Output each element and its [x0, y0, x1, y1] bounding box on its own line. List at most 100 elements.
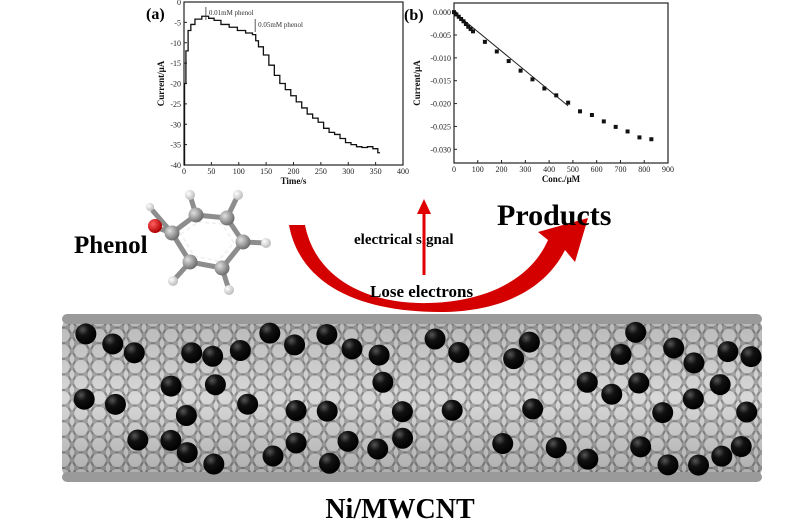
annotation-label: 0.01mM phenol: [209, 9, 254, 17]
ni-particle: [424, 328, 446, 350]
ni-particle: [630, 436, 652, 458]
ni-particle: [441, 399, 463, 421]
ni-particle: [688, 454, 710, 476]
x-tick-label: 900: [662, 165, 674, 174]
data-point: [601, 119, 606, 124]
data-point: [452, 10, 456, 15]
ni-particle: [175, 405, 197, 427]
ni-particle: [102, 333, 124, 355]
y-tick-label: -25: [170, 100, 181, 109]
ni-particle: [730, 436, 752, 458]
ni-particle: [577, 448, 599, 470]
y-tick-label: -30: [170, 120, 181, 129]
ni-mwcnt-nanotube: [62, 314, 762, 482]
ni-particle: [392, 427, 414, 449]
ni-particle: [104, 393, 126, 415]
ni-particle: [518, 331, 540, 353]
x-tick-label: 200: [496, 165, 508, 174]
ni-particle: [259, 322, 281, 344]
catalyst-label: Ni/MWCNT: [325, 494, 475, 525]
ni-particle: [237, 393, 259, 415]
y-axis-label: Current/μA: [412, 60, 422, 106]
ni-particle: [160, 429, 182, 451]
x-tick-label: 300: [342, 167, 354, 176]
x-tick-label: 250: [315, 167, 327, 176]
ni-particle: [203, 453, 225, 475]
ni-particle: [657, 454, 679, 476]
ni-particle: [492, 433, 514, 455]
data-point: [471, 29, 476, 34]
ni-particle: [736, 401, 758, 423]
current-trace: [183, 15, 381, 166]
data-point: [456, 14, 461, 19]
x-tick-label: 100: [233, 167, 245, 176]
ni-particle: [391, 401, 413, 423]
y-tick-label: 0: [177, 0, 181, 7]
data-point: [530, 77, 535, 82]
ni-particle: [202, 345, 224, 367]
data-point: [482, 39, 487, 44]
y-tick-label: -35: [170, 141, 181, 150]
ni-particle: [448, 341, 470, 363]
data-point: [554, 93, 559, 98]
ni-particle: [316, 400, 338, 422]
y-tick-label: 0.000: [433, 8, 451, 17]
x-tick-label: 0: [452, 165, 456, 174]
data-point: [518, 68, 523, 73]
x-tick-label: 100: [472, 165, 484, 174]
x-tick-label: 50: [207, 167, 215, 176]
ni-particle: [262, 445, 284, 467]
data-point: [542, 86, 547, 91]
data-point: [578, 109, 583, 114]
electrical-signal-label: electrical signal: [354, 232, 454, 248]
ni-particle: [75, 323, 97, 345]
data-point: [625, 129, 630, 134]
reaction-arrow: [289, 218, 588, 312]
ni-particle: [717, 341, 739, 363]
ni-particle: [123, 342, 145, 364]
ni-particle: [601, 383, 623, 405]
x-tick-label: 700: [614, 165, 626, 174]
data-point: [506, 59, 511, 64]
ni-particle: [73, 388, 95, 410]
data-point: [589, 113, 594, 117]
ni-particle: [625, 321, 647, 343]
ni-particle: [372, 371, 394, 393]
phenol-molecule: [146, 190, 271, 295]
data-point: [613, 124, 618, 129]
x-tick-label: 0: [182, 167, 186, 176]
data-point: [459, 17, 464, 21]
ni-particle: [176, 442, 198, 464]
data-point: [649, 137, 654, 142]
x-axis-label: Time/s: [281, 176, 307, 186]
panel-label: (b): [404, 7, 424, 24]
ni-particle: [652, 402, 674, 424]
fit-line: [453, 11, 569, 107]
x-tick-label: 800: [638, 165, 650, 174]
ni-particle: [576, 371, 598, 393]
ni-particle: [709, 374, 731, 396]
y-tick-label: -40: [170, 161, 181, 170]
ni-particle: [285, 432, 307, 454]
ni-particle: [229, 340, 251, 362]
data-point: [468, 27, 473, 32]
ni-particle: [285, 400, 307, 422]
x-tick-label: 350: [370, 167, 382, 176]
y-tick-label: -10: [170, 39, 181, 48]
ni-particle: [503, 348, 525, 370]
x-axis-label: Conc./μM: [542, 174, 581, 184]
ni-particle: [368, 344, 390, 366]
chart-b-current-vs-concentration: 0 100 200 300 400 500 600 700 800 900 0.000 -0.005 -…: [404, 2, 674, 184]
data-point: [494, 49, 499, 54]
ni-particle: [316, 323, 338, 345]
data-point: [463, 22, 468, 27]
ni-particle: [740, 346, 762, 368]
ni-particle: [682, 388, 704, 410]
data-point: [637, 135, 642, 140]
y-axis-label: Current/μA: [156, 60, 166, 106]
ni-particle: [127, 429, 149, 451]
phenol-label: Phenol: [74, 232, 148, 259]
y-tick-label: -5: [174, 18, 181, 27]
x-tick-label: 400: [543, 165, 555, 174]
